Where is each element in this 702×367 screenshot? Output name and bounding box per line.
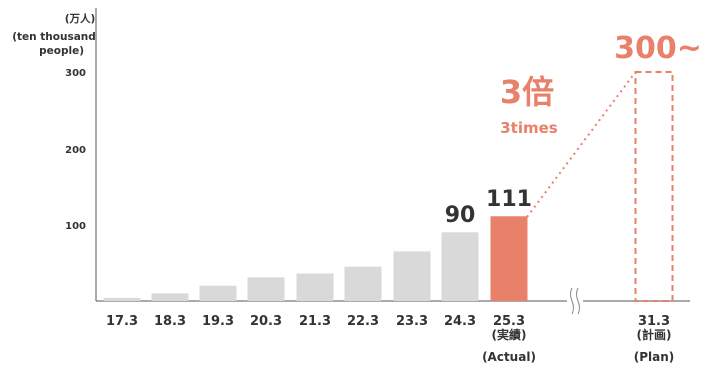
- data-label-24-3: 90: [445, 203, 476, 228]
- bar-19-3: [199, 285, 237, 301]
- unit-label-en-line2: people): [39, 45, 84, 57]
- x-tick-19-3: 19.3: [202, 314, 234, 329]
- bars-group: [103, 71, 674, 302]
- bar-21-3: [296, 273, 334, 301]
- sub-label-31-3-ja: (計画): [637, 327, 672, 342]
- unit-label-en-line1: (ten thousand: [12, 31, 96, 43]
- data-label-31-3: 300~: [614, 31, 702, 66]
- x-tick-18-3: 18.3: [154, 314, 186, 329]
- y-tick-200: 200: [65, 145, 86, 156]
- multiplier-label: 3倍: [500, 73, 554, 111]
- x-tick-22-3: 22.3: [347, 314, 379, 329]
- bar-31-3: [634, 71, 674, 302]
- x-tick-labels: 17.3 18.3 19.3 20.3 21.3 22.3 23.3 24.3 25.3 31.3: [106, 314, 670, 329]
- x-tick-31-3: 31.3: [638, 314, 670, 329]
- sub-label-25-3-ja: (実績): [492, 327, 527, 342]
- sub-label-25-3-en: (Actual): [482, 350, 536, 364]
- x-tick-24-3: 24.3: [444, 314, 476, 329]
- axis-break-icon: [568, 287, 582, 315]
- x-tick-23-3: 23.3: [396, 314, 428, 329]
- bar-17-3: [103, 297, 141, 301]
- x-tick-21-3: 21.3: [299, 314, 331, 329]
- bar-22-3: [344, 266, 382, 301]
- multiplier-sub-label: 3times: [500, 119, 558, 137]
- x-tick-17-3: 17.3: [106, 314, 138, 329]
- x-tick-20-3: 20.3: [250, 314, 282, 329]
- bar-25-3: [490, 216, 528, 301]
- sub-label-31-3-en: (Plan): [634, 350, 675, 364]
- y-tick-300: 300: [65, 68, 86, 79]
- x-tick-25-3: 25.3: [493, 314, 525, 329]
- bar-23-3: [393, 251, 431, 301]
- bar-24-3: [441, 232, 479, 301]
- unit-label-ja: (万人): [65, 12, 96, 25]
- bar-20-3: [247, 277, 285, 301]
- y-tick-100: 100: [65, 221, 86, 232]
- bar-18-3: [151, 293, 189, 301]
- data-label-25-3: 111: [486, 187, 532, 212]
